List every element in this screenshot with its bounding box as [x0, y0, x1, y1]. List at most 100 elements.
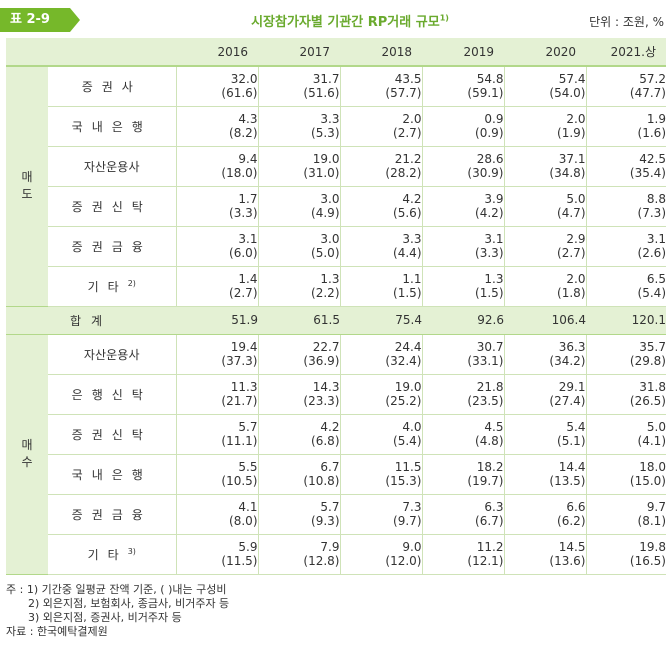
share-percent: (16.5) [629, 554, 666, 568]
value-cell: 14.5 (13.6) [504, 534, 587, 575]
value-cell: 42.5 (35.4) [586, 146, 666, 187]
header-blank [6, 38, 48, 67]
value-cell: 29.1 (27.4) [504, 374, 587, 415]
row-label: 증권금융 [48, 494, 177, 535]
share-percent: (11.1) [221, 434, 258, 448]
share-percent: (9.7) [393, 514, 422, 528]
amount: 0.9 [484, 112, 504, 126]
footnote: 2) 외은지점, 보험회사, 종금사, 비거주자 등 [28, 597, 230, 610]
value-cell: 3.1 (3.3) [422, 226, 505, 267]
row-label: 증권신탁 [48, 414, 177, 455]
value-cell: 22.7 (36.9) [258, 334, 341, 375]
value-cell: 30.7 (33.1) [422, 334, 505, 375]
share-percent: (5.0) [311, 246, 340, 260]
amount: 3.3 [402, 232, 422, 246]
value-cell: 3.0 (4.9) [258, 186, 341, 227]
share-percent: (13.6) [549, 554, 586, 568]
value-cell: 31.8 (26.5) [586, 374, 666, 415]
column-header: 2021.상 [586, 38, 666, 67]
value-cell: 54.8 (59.1) [422, 66, 505, 107]
share-percent: (6.8) [311, 434, 340, 448]
value-cell: 11.3 (21.7) [176, 374, 259, 415]
share-percent: (8.1) [637, 514, 666, 528]
share-percent: (15.0) [629, 474, 666, 488]
table-header-bar: 표 2-9 시장참가자별 기관간 RP거래 규모1) 단위 : 조원, % [0, 8, 672, 34]
value-cell: 5.0 (4.1) [586, 414, 666, 455]
table-row: 자산운용사 9.4 (18.0) 19.0 (31.0) 21.2 (28.2) 28.6 (3… [6, 146, 666, 187]
title-footnote-mark: 1) [439, 13, 449, 23]
amount: 1.3 [484, 272, 504, 286]
amount: 5.7 [320, 500, 340, 514]
value-cell: 7.3 (9.7) [340, 494, 423, 535]
amount: 31.7 [312, 72, 340, 87]
row-label: 증권신탁 [48, 186, 177, 227]
value-cell: 3.1 (2.6) [586, 226, 666, 267]
value-cell: 9.4 (18.0) [176, 146, 259, 187]
share-percent: (1.9) [557, 126, 586, 140]
value-cell: 5.7 (11.1) [176, 414, 259, 455]
value-cell: 5.5 (10.5) [176, 454, 259, 495]
amount: 1.4 [238, 272, 258, 286]
row-label: 자산운용사 [48, 334, 177, 375]
amount: 18.0 [639, 460, 666, 474]
share-percent: (3.3) [229, 206, 258, 220]
total-label: 합계 [6, 306, 176, 335]
share-percent: (2.7) [557, 246, 586, 260]
footnote-mark: 2) [127, 278, 136, 288]
column-header: 2019 [422, 38, 504, 67]
value-cell: 21.8 (23.5) [422, 374, 505, 415]
footnote: 3) 외은지점, 증권사, 비거주자 등 [28, 611, 182, 624]
share-percent: (54.0) [549, 86, 586, 101]
column-header: 2017 [258, 38, 340, 67]
share-percent: (6.0) [229, 246, 258, 260]
amount: 5.7 [238, 420, 258, 434]
amount: 6.3 [484, 500, 504, 514]
value-cell: 2.9 (2.7) [504, 226, 587, 267]
value-cell: 19.4 (37.3) [176, 334, 259, 375]
value-cell: 24.4 (32.4) [340, 334, 423, 375]
share-percent: (2.6) [637, 246, 666, 260]
value-cell: 14.3 (23.3) [258, 374, 341, 415]
amount: 22.7 [312, 340, 340, 354]
share-percent: (2.2) [311, 286, 340, 300]
amount: 18.2 [476, 460, 504, 474]
total-value: 92.6 [422, 306, 504, 335]
share-percent: (4.2) [475, 206, 504, 220]
share-percent: (35.4) [629, 166, 666, 180]
group-char: 매 [21, 170, 33, 185]
share-percent: (28.2) [385, 166, 422, 180]
share-percent: (1.5) [475, 286, 504, 300]
share-percent: (6.2) [557, 514, 586, 528]
value-cell: 2.0 (1.9) [504, 106, 587, 147]
share-percent: (31.0) [303, 166, 340, 180]
amount: 11.5 [394, 460, 422, 474]
total-row: 합계 51.9 61.5 75.4 92.6 106.4 120.1 [6, 306, 666, 335]
share-percent: (25.2) [385, 394, 422, 408]
footnote: 주 : 1) 기간중 일평균 잔액 기준, ( )내는 구성비 [6, 583, 227, 596]
amount: 4.3 [238, 112, 258, 126]
share-percent: (5.1) [557, 434, 586, 448]
share-percent: (34.8) [549, 166, 586, 180]
amount: 1.3 [320, 272, 340, 286]
share-percent: (11.5) [221, 554, 258, 568]
amount: 19.0 [394, 380, 422, 394]
value-cell: 1.7 (3.3) [176, 186, 259, 227]
share-percent: (0.9) [475, 126, 504, 140]
value-cell: 19.8 (16.5) [586, 534, 666, 575]
share-percent: (5.4) [637, 286, 666, 300]
share-percent: (9.3) [311, 514, 340, 528]
amount: 1.7 [238, 192, 258, 206]
amount: 3.1 [646, 232, 666, 246]
value-cell: 4.1 (8.0) [176, 494, 259, 535]
amount: 19.8 [639, 540, 666, 554]
value-cell: 4.2 (6.8) [258, 414, 341, 455]
total-value: 61.5 [258, 306, 340, 335]
share-percent: (2.7) [393, 126, 422, 140]
amount: 2.0 [402, 112, 422, 126]
table-row: 증권금융 4.1 (8.0) 5.7 (9.3) 7.3 (9.7) 6.3 (6.7) 6.6(… [6, 494, 666, 535]
amount: 19.0 [312, 152, 340, 166]
value-cell: 57.2 (47.7) [586, 66, 666, 107]
amount: 3.0 [320, 192, 340, 206]
group-char: 도 [21, 187, 33, 202]
